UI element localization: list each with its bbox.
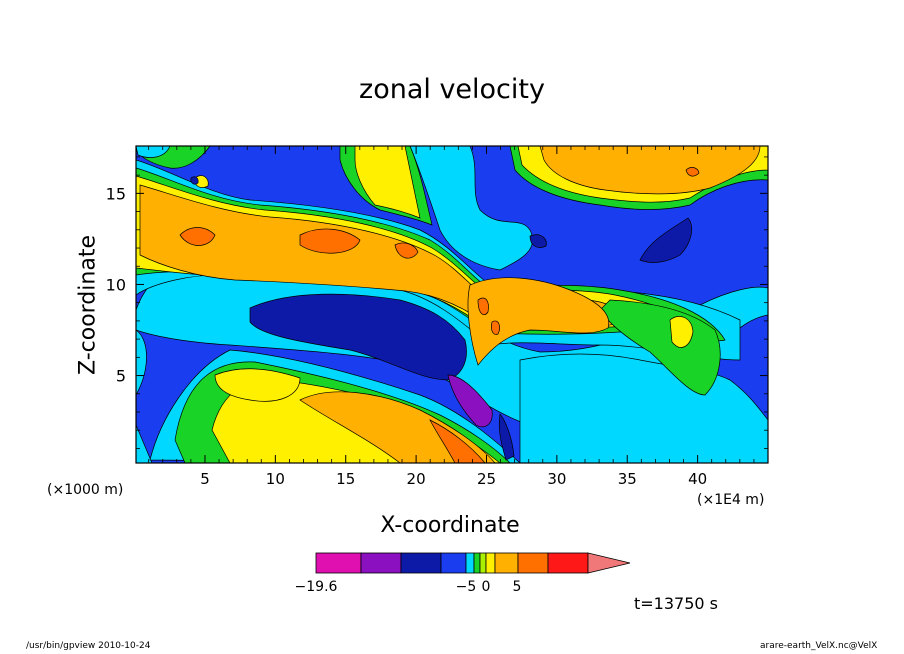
contour-region-24 — [354, 146, 421, 219]
x-tick-label: 30 — [547, 470, 566, 488]
contour-region-6 — [429, 419, 486, 463]
contour-fills — [136, 146, 768, 463]
footer-left: /usr/bin/gpview 2010-10-24 — [26, 641, 151, 651]
x-tick-label: 5 — [200, 470, 210, 488]
colorbar-tick-label: 0 — [482, 579, 491, 595]
contour-region-15 — [179, 227, 216, 246]
colorbar-tick-label: −19.6 — [295, 579, 338, 595]
chart-title: zonal velocity — [359, 74, 545, 105]
x-scale-label: (×1E4 m) — [697, 492, 765, 508]
contour-region-22 — [409, 146, 533, 271]
x-tick-label: 20 — [407, 470, 426, 488]
x-tick-label: 10 — [266, 470, 285, 488]
colorbar-tick-label: −5 — [456, 579, 477, 595]
colorbar-tick-label: 5 — [513, 579, 522, 595]
contour-region-31 — [639, 217, 692, 263]
contour-region-1 — [136, 424, 153, 463]
x-tick-label: 25 — [477, 470, 496, 488]
colorbar-bin — [479, 552, 487, 574]
colorbar-bin — [494, 552, 519, 574]
x-tick-label: 40 — [688, 470, 707, 488]
colorbar-bin — [400, 552, 442, 574]
colorbar-bin — [315, 552, 362, 574]
contour-region-35 — [491, 320, 500, 335]
contour-region-34 — [477, 297, 489, 315]
contour-region-20 — [539, 146, 761, 195]
y-tick-label: 15 — [106, 184, 126, 203]
y-tick-label: 10 — [106, 275, 126, 294]
contour-region-33 — [467, 277, 610, 366]
x-tick-label: 15 — [336, 470, 355, 488]
y-axis: 5 10 15 — [106, 156, 768, 449]
contour-region-17 — [394, 242, 419, 259]
colorbar-bin — [517, 552, 549, 574]
x-unit-label: (×1000 m) — [47, 482, 124, 498]
footer-right: arare-earth_VelX.nc@VelX — [760, 641, 878, 651]
contour-region-8 — [249, 293, 467, 381]
contour-region-27 — [214, 368, 301, 402]
colorbar: −19.6 −5 0 5 — [295, 552, 631, 595]
colorbar-arrow — [587, 552, 631, 574]
colorbar-bin — [360, 552, 402, 574]
colorbar-bin — [473, 552, 481, 574]
contour-region-9 — [447, 374, 493, 428]
contour-region-32 — [529, 234, 547, 248]
x-axis: 5 10 15 20 25 30 35 40 — [148, 146, 755, 488]
x-tick-label: 35 — [618, 470, 637, 488]
colorbar-bin — [547, 552, 589, 574]
y-tick-label: 5 — [116, 367, 126, 386]
contour-region-30 — [669, 316, 694, 348]
contour-region-37 — [190, 176, 199, 185]
colorbar-bin — [485, 552, 496, 574]
x-axis-label: X-coordinate — [380, 513, 520, 538]
colorbar-bin — [465, 552, 475, 574]
contour-region-10 — [498, 413, 515, 461]
plot-frame — [135, 145, 769, 464]
contour-region-21 — [685, 167, 700, 177]
contour-region-16 — [299, 228, 361, 254]
time-label: t=13750 s — [634, 594, 718, 613]
y-axis-label: Z-coordinate — [75, 235, 101, 375]
colorbar-bin — [440, 552, 467, 574]
plot-area — [136, 146, 768, 463]
